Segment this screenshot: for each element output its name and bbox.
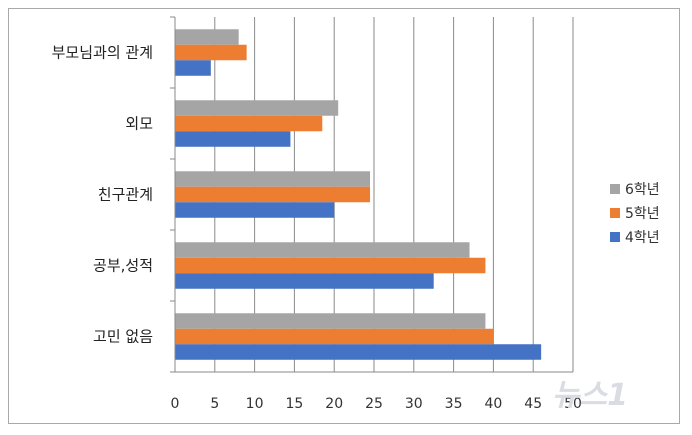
bar bbox=[175, 29, 239, 45]
bar bbox=[175, 273, 434, 289]
bar bbox=[175, 44, 247, 61]
legend-label: 5학년 bbox=[625, 206, 660, 222]
bars bbox=[175, 29, 542, 360]
x-tick-label: 35 bbox=[445, 396, 463, 412]
x-tick-label: 0 bbox=[171, 396, 180, 412]
bar bbox=[175, 60, 211, 76]
bar bbox=[175, 202, 335, 218]
category-label: 부모님과의 관계 bbox=[52, 44, 153, 62]
watermark-logo: 뉴스1 bbox=[552, 378, 628, 413]
legend-swatch bbox=[610, 232, 620, 242]
category-label: 고민 없음 bbox=[93, 328, 153, 346]
bar bbox=[175, 257, 486, 274]
x-tick-label: 20 bbox=[325, 396, 343, 412]
x-tick-labels: 0 5 10 15 20 25 30 35 40 45 50 bbox=[171, 396, 582, 412]
x-tick-label: 40 bbox=[484, 396, 502, 412]
category-label: 친구관계 bbox=[98, 186, 153, 204]
bar bbox=[175, 186, 371, 203]
x-tick-label: 25 bbox=[365, 396, 383, 412]
legend-swatch bbox=[610, 184, 620, 194]
bar bbox=[175, 344, 542, 360]
x-tick-label: 5 bbox=[210, 396, 219, 412]
bar bbox=[175, 100, 339, 116]
bar bbox=[175, 328, 494, 345]
bar bbox=[175, 131, 291, 147]
category-label: 외모 bbox=[125, 115, 153, 133]
bar bbox=[175, 313, 486, 329]
bar bbox=[175, 115, 323, 132]
x-tick-label: 30 bbox=[405, 396, 423, 412]
bar bbox=[175, 171, 371, 187]
legend: 6학년 5학년 4학년 bbox=[610, 182, 660, 246]
legend-swatch bbox=[610, 208, 620, 218]
axes bbox=[170, 16, 573, 373]
bar bbox=[175, 242, 470, 258]
x-tick-label: 15 bbox=[285, 396, 303, 412]
legend-label: 4학년 bbox=[625, 230, 660, 246]
x-tick-label: 50 bbox=[564, 396, 582, 412]
category-label: 공부,성적 bbox=[93, 257, 153, 275]
x-tick-label: 10 bbox=[246, 396, 264, 412]
x-tick-label: 45 bbox=[524, 396, 542, 412]
legend-label: 6학년 bbox=[625, 182, 660, 198]
